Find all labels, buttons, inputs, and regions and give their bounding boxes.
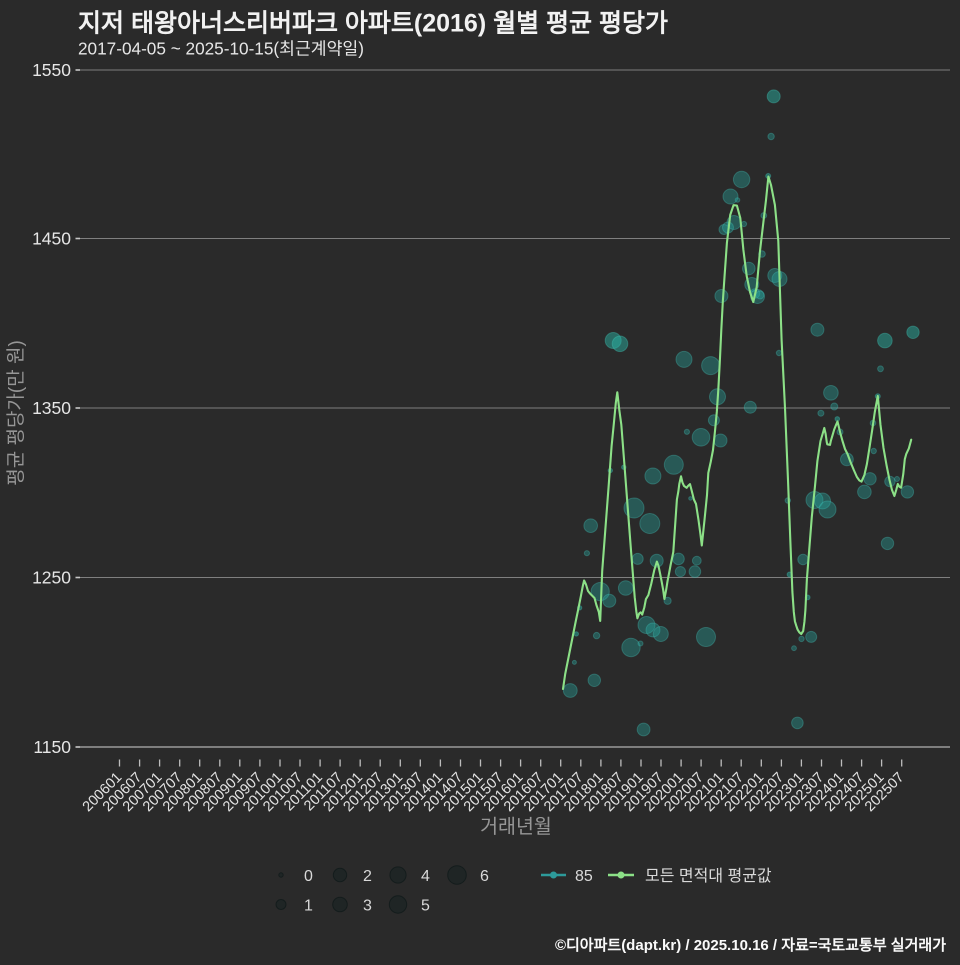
svg-text:1350: 1350 bbox=[32, 398, 71, 418]
svg-text:지저 태왕아너스리버파크 아파트(2016) 월별 평균 평: 지저 태왕아너스리버파크 아파트(2016) 월별 평균 평당가 bbox=[78, 10, 668, 38]
svg-text:4: 4 bbox=[421, 868, 430, 885]
svg-text:평균 평당가(만 원): 평균 평당가(만 원) bbox=[5, 340, 27, 486]
svg-text:모든 면적대 평균값: 모든 면적대 평균값 bbox=[645, 867, 772, 885]
svg-text:거래년월: 거래년월 bbox=[480, 816, 552, 838]
svg-text:1550: 1550 bbox=[32, 60, 71, 80]
svg-text:1: 1 bbox=[304, 898, 313, 915]
svg-text:85: 85 bbox=[575, 868, 593, 885]
svg-text:1450: 1450 bbox=[32, 229, 71, 249]
svg-text:5: 5 bbox=[421, 898, 430, 915]
svg-text:2017-04-05 ~ 2025-10-15(최근계약일): 2017-04-05 ~ 2025-10-15(최근계약일) bbox=[78, 39, 364, 59]
svg-text:0: 0 bbox=[304, 868, 313, 885]
svg-text:1150: 1150 bbox=[33, 737, 71, 757]
svg-text:6: 6 bbox=[480, 868, 489, 885]
svg-text:2: 2 bbox=[363, 868, 372, 885]
svg-text:1250: 1250 bbox=[32, 568, 71, 588]
svg-text:3: 3 bbox=[363, 898, 372, 915]
svg-text:©디아파트(dapt.kr) / 2025.10.16 /: ©디아파트(dapt.kr) / 2025.10.16 / 자료=국토교통부 실… bbox=[555, 937, 946, 954]
